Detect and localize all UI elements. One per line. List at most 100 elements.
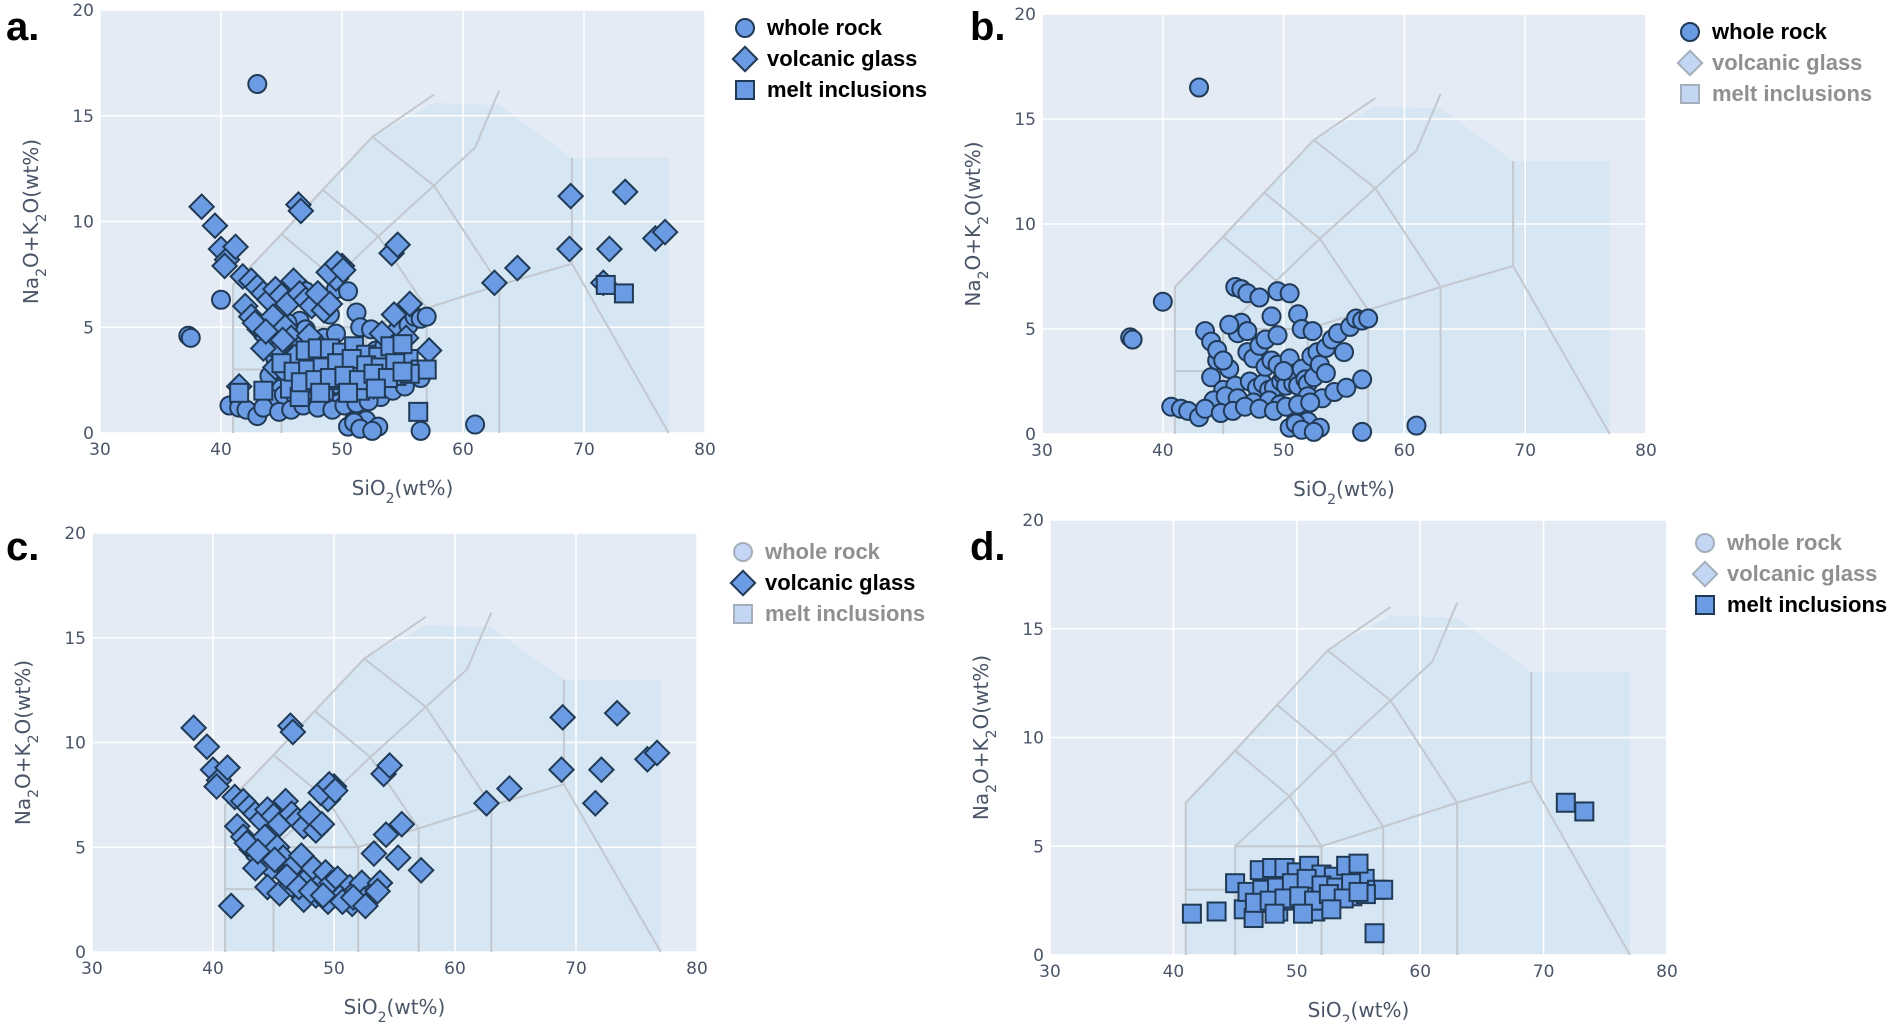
tas-boundary-line [280, 89, 501, 328]
legend-label-whole-rock: whole rock [1726, 530, 1843, 555]
whole-rock-point [1352, 421, 1373, 442]
panel-a: a. 30 40 50 60 70 80 0 5 10 15 20 SiO2(wt%) Na2O+K2O(… [6, 1, 927, 507]
volcanic-glass-point [203, 772, 231, 801]
y-tick-label: 0 [83, 424, 94, 444]
x-tick-label: 60 [452, 440, 474, 460]
volcanic-glass-point [495, 775, 524, 803]
legend-marker-whole-rock [735, 18, 755, 38]
volcanic-glass-point [201, 212, 229, 240]
tas-boundary-line [1263, 191, 1369, 311]
whole-rock-point [180, 327, 201, 348]
volcanic-glass-point [595, 235, 623, 263]
whole-rock-point [1219, 314, 1240, 335]
y-tick-label: 10 [72, 213, 94, 233]
melt-inclusions-point [1181, 903, 1202, 924]
whole-rock-point [410, 420, 431, 441]
legend-marker-melt-inclusions [1680, 84, 1700, 104]
volcanic-glass-point [308, 810, 336, 838]
y-tick-label: 20 [72, 1, 94, 21]
y-tick-label: 20 [1014, 5, 1036, 25]
volcanic-glass-point [555, 235, 584, 263]
y-tick-label: 0 [1033, 946, 1044, 966]
melt-inclusions-point [1321, 899, 1342, 920]
panel-d: d. 30 40 50 60 70 80 0 5 10 15 20 SiO2(wt%) Na2O+K2O(… [969, 511, 1887, 1022]
x-tick-label: 80 [1635, 441, 1657, 461]
x-tick-label: 40 [1152, 441, 1174, 461]
y-tick-label: 15 [1022, 620, 1044, 640]
y-axis-title: Na2O+K2O(wt%) [11, 660, 42, 825]
x-tick-label: 80 [686, 959, 708, 979]
volcanic-glass-point [188, 193, 216, 221]
legend-marker-whole-rock [733, 542, 753, 562]
y-tick-label: 0 [75, 943, 86, 963]
x-tick-label: 70 [1514, 441, 1536, 461]
melt-inclusions-point [1364, 923, 1385, 944]
melt-inclusions-point [408, 401, 429, 422]
whole-rock-point [1315, 363, 1336, 384]
x-tick-label: 70 [1533, 962, 1555, 982]
volcanic-glass-point [611, 178, 639, 206]
volcanic-glass-point [261, 846, 289, 874]
volcanic-glass-point [241, 854, 269, 882]
melt-inclusions-point [1348, 853, 1369, 874]
whole-rock-point [1279, 283, 1300, 304]
y-tick-label: 0 [1025, 425, 1036, 445]
y-tick-label: 5 [75, 838, 86, 858]
y-tick-label: 10 [1022, 729, 1044, 749]
tas-boundary-line [314, 710, 420, 829]
melt-inclusions-point [595, 274, 616, 295]
tas-boundary-line [321, 189, 428, 309]
y-tick-label: 10 [1014, 215, 1036, 235]
legend-label-melt-inclusions: melt inclusions [765, 601, 925, 626]
melt-inclusions-point [1206, 901, 1227, 922]
panel-letter: b. [970, 5, 1006, 49]
volcanic-glass-point [316, 290, 344, 318]
volcanic-glass-point [581, 789, 609, 817]
whole-rock-point [338, 281, 359, 302]
tas-boundary-line [1313, 139, 1442, 288]
legend-label-whole-rock: whole rock [764, 539, 881, 564]
volcanic-glass-point [472, 789, 501, 817]
legend-label-whole-rock: whole rock [1711, 19, 1828, 44]
melt-inclusions-point [613, 283, 634, 304]
whole-rock-point [1334, 342, 1354, 363]
melt-inclusions-point [416, 359, 437, 380]
volcanic-glass-point [388, 810, 416, 838]
volcanic-glass-point [407, 856, 435, 884]
tas-boundary-line [1222, 93, 1442, 330]
legend-label-volcanic-glass: volcanic glass [1727, 561, 1877, 586]
whole-rock-point [1336, 377, 1357, 398]
volcanic-glass-point [376, 751, 404, 780]
volcanic-glass-point [249, 334, 277, 362]
volcanic-glass-point [384, 844, 412, 872]
whole-rock-point [1249, 287, 1270, 308]
panel-c: c. 30 40 50 60 70 80 0 5 10 15 20 SiO2(wt%) Na2O+K2O(… [6, 524, 925, 1022]
legend-marker-volcanic-glass [1676, 49, 1704, 77]
x-tick-label: 40 [202, 959, 224, 979]
x-tick-label: 40 [1163, 962, 1185, 982]
tas-boundary-line [1327, 649, 1459, 804]
whole-rock-point [1261, 306, 1282, 327]
volcanic-glass-point [321, 777, 349, 805]
tas-boundary-line [1234, 704, 1278, 752]
y-tick-label: 5 [1025, 320, 1036, 340]
volcanic-glass-point [380, 300, 408, 329]
whole-rock-point [1267, 325, 1288, 346]
legend: whole rock volcanic glass melt inclusions [1676, 19, 1872, 106]
x-tick-label: 50 [1273, 441, 1295, 461]
panel-letter: d. [970, 525, 1006, 569]
volcanic-glass-point [384, 231, 412, 259]
legend-label-volcanic-glass: volcanic glass [765, 570, 915, 595]
y-tick-label: 5 [1033, 837, 1044, 857]
panel-b: b. 30 40 50 60 70 80 0 5 10 15 20 SiO2(wt%) Na2O+K2O(… [961, 5, 1872, 508]
legend-label-melt-inclusions: melt inclusions [767, 77, 927, 102]
whole-rock-point [1302, 321, 1323, 342]
x-axis-title: SiO2(wt%) [344, 995, 446, 1022]
x-tick-label: 30 [1031, 441, 1053, 461]
x-tick-label: 70 [565, 959, 587, 979]
melt-inclusions-point [1348, 881, 1369, 902]
whole-rock-point [1237, 321, 1258, 342]
volcanic-glass-point [396, 290, 424, 318]
volcanic-glass-point [221, 233, 250, 261]
volcanic-glass-point [211, 252, 239, 280]
